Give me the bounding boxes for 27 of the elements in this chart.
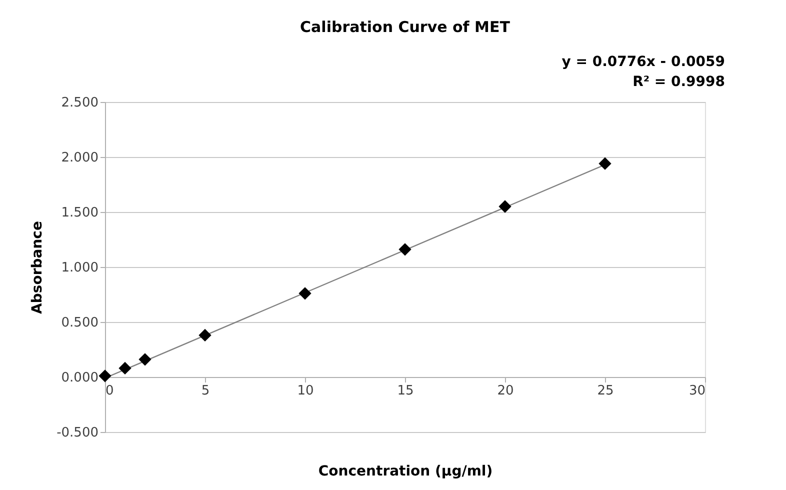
x-axis-title: Concentration (µg/ml): [318, 464, 493, 480]
x-tick-label: 30: [688, 384, 706, 398]
y-tick-label: -0.500: [56, 426, 98, 440]
point: [138, 353, 152, 366]
point: [398, 243, 412, 256]
point: [498, 200, 512, 213]
point: [198, 328, 212, 342]
text: R² = 0.9998: [632, 74, 725, 90]
y-tick-label: 2.000: [61, 150, 98, 166]
point: [598, 157, 612, 170]
text: y = 0.0776x - 0.0059: [562, 54, 725, 70]
y-axis-title: Absorbance: [30, 221, 46, 314]
x-tick-label: 25: [597, 384, 614, 398]
y-tick-label: 0.500: [61, 316, 98, 330]
chart-title: Calibration Curve of MET: [300, 18, 511, 36]
y-tick-label: 2.500: [61, 96, 98, 110]
x-tick-label: 0: [106, 384, 114, 398]
point: [298, 287, 312, 300]
point: [118, 362, 132, 375]
x-tick-label: 10: [297, 384, 314, 398]
x-tick-label: 15: [397, 384, 414, 398]
point: [98, 370, 112, 382]
x-tick-label: 5: [201, 384, 210, 398]
y-tick-label: 1.500: [61, 206, 98, 220]
x-tick-label: 20: [497, 384, 514, 398]
y-tick-label: 0.000: [61, 370, 98, 386]
y-tick-label: 1.000: [61, 260, 98, 276]
